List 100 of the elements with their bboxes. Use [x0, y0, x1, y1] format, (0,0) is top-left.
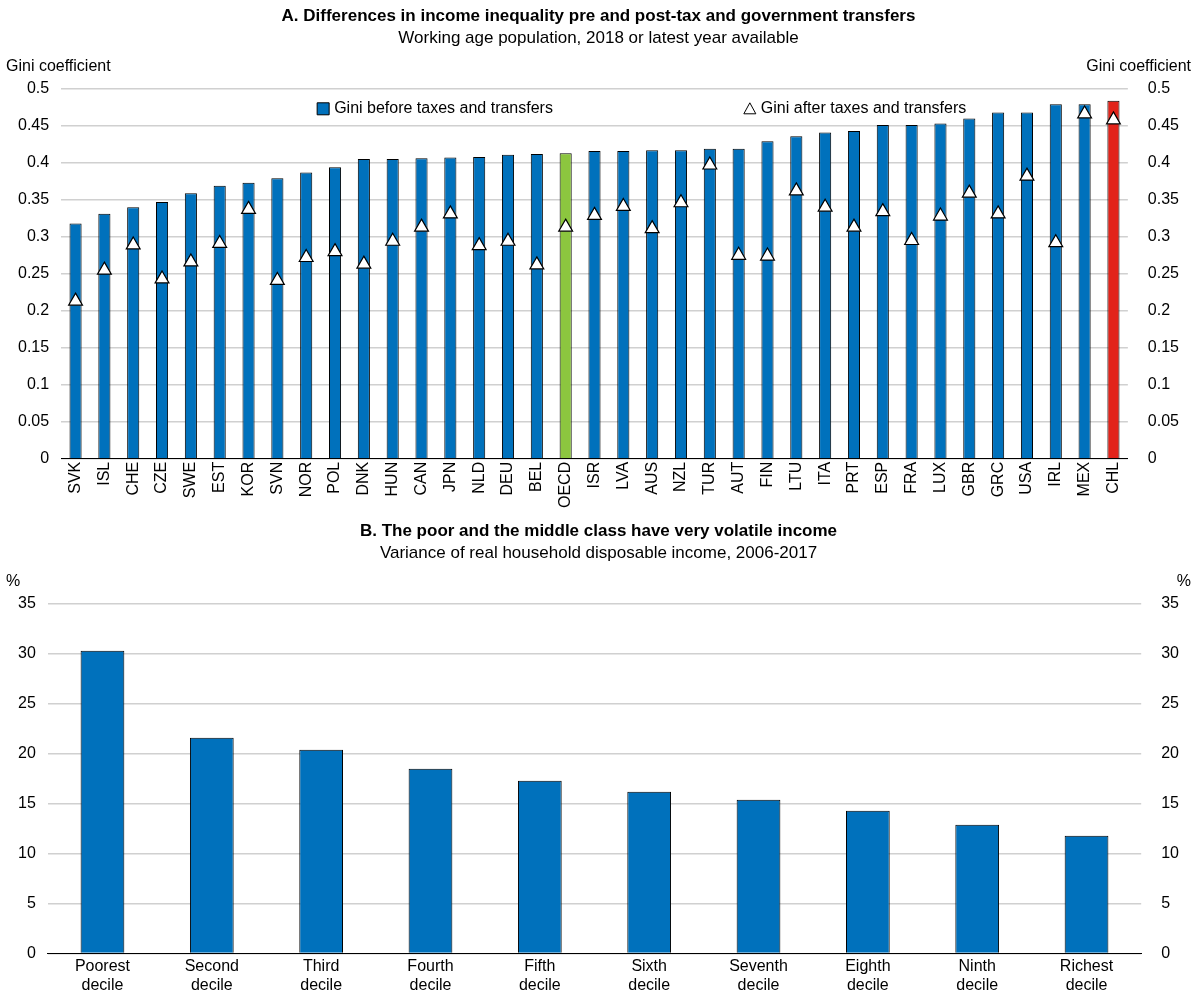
x-tick-label: CHE [123, 461, 141, 496]
x-tick-label: LTU [786, 461, 804, 491]
point [96, 261, 112, 275]
x-tick-label: POL [325, 461, 343, 494]
x-tick-label: Poorest decile [74, 956, 131, 993]
x-tick-label: SVN [267, 461, 285, 495]
x-tick-label: Fourth decile [407, 956, 454, 993]
point [327, 242, 343, 257]
x-tick-label: AUT [729, 461, 747, 494]
point [529, 256, 545, 270]
point [1048, 234, 1064, 248]
x-tick-label: CAN [411, 461, 429, 496]
x-tick-label: USA [1017, 461, 1035, 495]
point [356, 255, 372, 269]
point [932, 207, 948, 221]
point [212, 234, 228, 249]
y2-tick-label: 0.2 [1147, 301, 1171, 319]
x-tick-label: GBR [959, 461, 977, 497]
point [1077, 105, 1093, 119]
x-tick-label: MEX [1075, 461, 1093, 497]
y-tick-label: 0.1 [26, 375, 50, 393]
point [442, 205, 458, 219]
x-tick-label: CHL [1103, 461, 1121, 494]
y-tick-label: 5 [26, 894, 36, 912]
point [241, 200, 257, 215]
point [385, 232, 401, 246]
x-tick-label: ISL [94, 461, 112, 486]
x-tick-label: ITA [815, 461, 833, 486]
point [875, 203, 891, 217]
y-tick-label: 0.45 [18, 116, 50, 134]
point [154, 270, 170, 284]
y-tick-label: 20 [18, 744, 36, 762]
point [183, 253, 199, 267]
point [1105, 111, 1121, 125]
y-tick-label: 0 [40, 449, 50, 467]
point [904, 231, 920, 246]
y2-tick-label: 0.45 [1147, 116, 1180, 134]
x-tick-label: Sixth decile [628, 956, 671, 993]
y2-tick-label: 0.25 [1147, 264, 1180, 282]
legend-label: Gini before taxes and transfers [334, 99, 553, 117]
x-tick-label: IRL [1046, 461, 1064, 487]
y2-axis-title: % [1176, 572, 1191, 590]
x-tick-label: HUN [383, 461, 401, 497]
y2-axis-title: Gini coefficient [1086, 57, 1192, 75]
point [702, 156, 718, 170]
y2-tick-label: 15 [1161, 794, 1180, 812]
x-tick-label: NZL [671, 461, 689, 493]
x-tick-label: FIN [757, 461, 775, 488]
point [413, 218, 430, 232]
x-tick-label: TUR [700, 461, 718, 495]
point [615, 197, 631, 212]
point [990, 205, 1006, 219]
y2-tick-label: 35 [1161, 594, 1180, 612]
y2-tick-label: 20 [1161, 744, 1180, 762]
y2-tick-label: 0.15 [1147, 338, 1180, 356]
point [125, 236, 141, 250]
y-tick-label: 25 [18, 694, 36, 712]
point [788, 182, 804, 196]
y2-tick-label: 30 [1161, 644, 1180, 662]
point [846, 218, 862, 232]
x-tick-label: SVK [65, 461, 83, 494]
x-tick-label: AUS [642, 461, 660, 495]
x-tick-label: ESP [873, 461, 891, 494]
y-tick-label: 0.15 [18, 338, 50, 356]
y-tick-label: 10 [18, 844, 36, 862]
x-tick-label: FRA [902, 461, 920, 494]
point [68, 292, 84, 306]
chart-subtitle: Variance of real household disposable income, 2006-2017 [379, 543, 818, 563]
point [673, 194, 689, 208]
y-tick-label: 0 [26, 944, 36, 962]
x-tick-label: Third decile [300, 956, 343, 993]
x-tick-label: JPN [440, 461, 458, 493]
point [731, 246, 747, 260]
x-tick-label: Eighth decile [845, 956, 891, 993]
chart-subtitle: Working age population, 2018 or latest year available [398, 28, 799, 48]
x-tick-label: ISR [584, 461, 602, 489]
y-tick-label: 0.25 [18, 264, 50, 282]
y-tick-label: 0.5 [26, 79, 50, 97]
point [471, 237, 487, 251]
y2-tick-label: 5 [1161, 894, 1171, 912]
y2-tick-label: 0.1 [1147, 375, 1171, 393]
point [759, 247, 776, 261]
chart-title: A. Differences in income inequality pre and post-tax and government transfers [281, 5, 916, 25]
y-tick-label: 35 [18, 594, 36, 612]
x-tick-label: Ninth decile [956, 956, 999, 993]
x-tick-label: OECD [556, 461, 574, 509]
y-axis-title: % [6, 572, 21, 590]
y2-tick-label: 0.35 [1147, 190, 1180, 208]
point [269, 271, 285, 286]
x-tick-label: LUX [930, 461, 948, 493]
y-tick-label: 0.35 [18, 190, 50, 208]
point [500, 232, 516, 246]
y-tick-label: 0.4 [26, 153, 50, 171]
x-tick-label: Richest decile [1059, 956, 1114, 993]
x-tick-label: EST [210, 461, 228, 493]
y2-tick-label: 0 [1161, 944, 1171, 962]
x-tick-label: KOR [238, 461, 256, 497]
x-tick-label: Seventh decile [729, 956, 788, 993]
y2-tick-label: 0.05 [1147, 412, 1180, 430]
legend-label: Gini after taxes and transfers [760, 99, 967, 117]
